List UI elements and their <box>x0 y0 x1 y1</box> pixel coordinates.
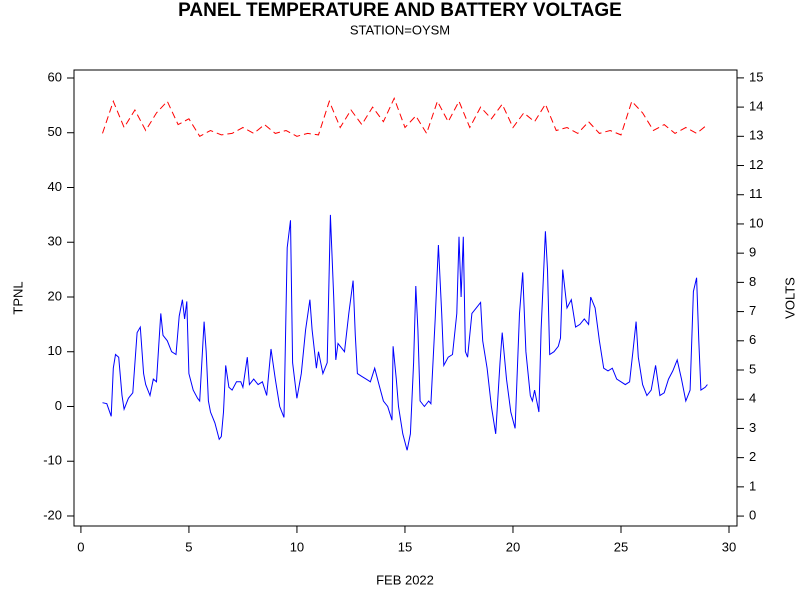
y2-tick-label: 6 <box>749 332 756 347</box>
y-tick-label: 10 <box>48 343 62 358</box>
y2-tick-label: 8 <box>749 274 756 289</box>
x-tick-label: 20 <box>506 539 520 554</box>
y-tick-label: -10 <box>43 453 62 468</box>
chart-title: PANEL TEMPERATURE AND BATTERY VOLTAGE <box>178 0 622 21</box>
plot-frame <box>73 69 738 527</box>
y2-tick-label: 13 <box>749 128 763 143</box>
y2-tick-label: 3 <box>749 420 756 435</box>
y2-tick-label: 11 <box>749 186 763 201</box>
y2-tick-label: 14 <box>749 99 763 114</box>
y2-tick-label: 0 <box>749 508 756 523</box>
chart-subtitle: STATION=OYSM <box>350 22 450 37</box>
y2-tick-label: 4 <box>749 391 756 406</box>
x-tick-label: 10 <box>290 539 304 554</box>
y2-axis-label: VOLTS <box>782 277 797 319</box>
y2-tick-label: 5 <box>749 361 756 376</box>
y-tick-label: 30 <box>48 234 62 249</box>
y-tick-label: 20 <box>48 288 62 303</box>
y2-tick-label: 12 <box>749 157 763 172</box>
y-tick-label: 60 <box>48 69 62 84</box>
y2-tick-label: 10 <box>749 215 763 230</box>
x-tick-label: 30 <box>722 539 736 554</box>
x-tick-label: 0 <box>77 539 84 554</box>
y2-tick-label: 9 <box>749 245 756 260</box>
y-tick-label: -20 <box>43 507 62 522</box>
y2-tick-label: 2 <box>749 449 756 464</box>
x-axis-label: FEB 2022 <box>376 572 434 587</box>
y-tick-label: 0 <box>55 398 62 413</box>
series-line <box>102 214 708 451</box>
y2-tick-label: 15 <box>749 69 763 84</box>
y-tick-label: 50 <box>48 124 62 139</box>
x-tick-label: 5 <box>185 539 192 554</box>
x-tick-label: 25 <box>614 539 628 554</box>
series-line <box>102 96 708 137</box>
y2-tick-label: 7 <box>749 303 756 318</box>
x-tick-label: 15 <box>398 539 412 554</box>
y-axis-label: TPNL <box>10 281 25 314</box>
y-tick-label: 40 <box>48 179 62 194</box>
y2-tick-label: 1 <box>749 478 756 493</box>
